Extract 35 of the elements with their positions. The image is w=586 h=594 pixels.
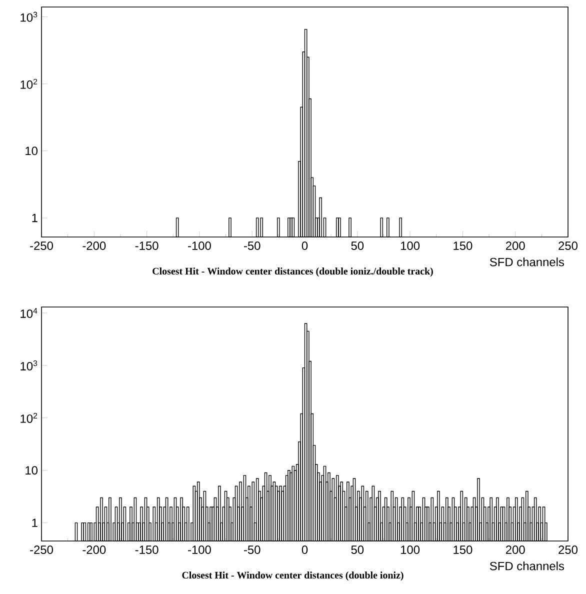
x-tick-label: 200 [506,546,525,554]
y-tick-label: 10 [26,146,38,156]
x-axis-title: SFD channels [490,258,564,266]
x-tick-label: 0 [302,242,308,250]
x-tick-label: -200 [82,242,106,250]
y-tick-label: 10$^{2}$ [20,78,38,89]
text: Closest Hit - Window center distances (double ioniz./double track) [152,268,433,277]
y-tick-label: 10$^{2}$ [20,412,38,423]
x-tick-label: 50 [351,546,364,554]
x-tick-label: 150 [454,546,472,554]
x-tick-label: -100 [188,242,211,250]
y-tick-label: 1 [32,214,38,222]
text: Closest Hit - Window center distances (double ioniz) [182,572,404,581]
x-tick-label: 50 [351,242,364,250]
x-tick-label: 100 [400,242,420,250]
y-tick-label: 10$^{3}$ [20,360,38,370]
x-tick-label: -50 [244,242,260,250]
y-tick-label: 10$^{3}$ [20,12,38,22]
x-tick-label: -100 [188,546,211,554]
x-axis-title: SFD channels [490,562,564,570]
x-tick-label: -150 [135,546,158,554]
x-tick-label: 250 [558,546,578,554]
x-tick-label: -200 [82,546,106,554]
x-tick-label: 100 [400,546,420,554]
x-tick-label: -50 [244,546,260,554]
x-tick-label: 250 [558,242,578,250]
x-tick-label: -150 [135,242,158,250]
y-tick-label: 10 [26,466,38,475]
x-tick-label: 200 [506,242,525,250]
x-tick-label: -250 [30,546,53,554]
x-tick-label: 150 [454,242,472,250]
x-tick-label: 0 [302,546,308,554]
x-tick-label: -250 [30,242,53,250]
y-tick-label: 1 [32,518,38,527]
y-tick-label: 10$^{4}$ [20,308,38,318]
